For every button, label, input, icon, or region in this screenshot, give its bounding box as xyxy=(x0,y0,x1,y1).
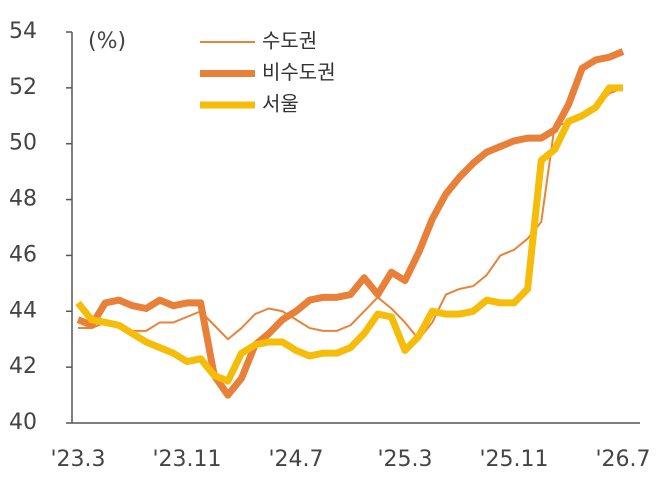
x-tick-label: '23.11 xyxy=(152,447,221,472)
x-tick-label: '25.11 xyxy=(479,447,548,472)
legend-label: 서울 xyxy=(262,92,299,116)
legend-label: 수도권 xyxy=(262,29,317,53)
y-tick-label: 52 xyxy=(9,75,37,100)
series-line xyxy=(75,84,623,385)
series-line xyxy=(76,48,625,399)
x-tick-label: '24.7 xyxy=(268,447,323,472)
y-tick-label: 40 xyxy=(9,410,37,435)
y-tick-label: 44 xyxy=(9,298,37,323)
y-tick-label: 50 xyxy=(9,131,37,156)
y-tick-label: 46 xyxy=(9,242,37,267)
x-tick-label: '26.7 xyxy=(595,447,650,472)
unit-label: (%) xyxy=(88,29,126,54)
x-tick-label: '23.3 xyxy=(50,447,105,472)
y-tick-label: 42 xyxy=(9,354,37,379)
legend-label: 비수도권 xyxy=(262,60,336,84)
y-tick-label: 54 xyxy=(9,19,37,44)
x-tick-label: '25.3 xyxy=(377,447,432,472)
y-tick-label: 48 xyxy=(9,187,37,212)
